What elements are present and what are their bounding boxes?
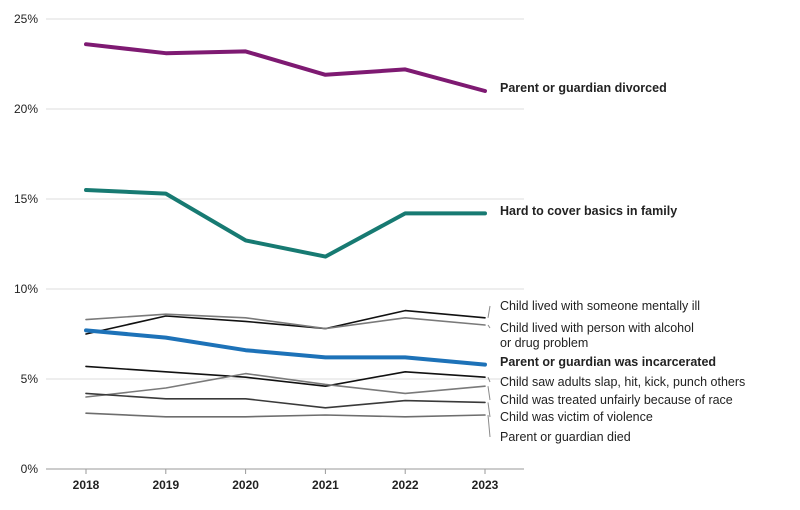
series-line-parent-or-guardian-died — [85, 412, 486, 418]
y-tick-label: 25% — [14, 12, 38, 26]
label-connector — [487, 386, 491, 401]
label-connector — [487, 305, 491, 318]
y-tick-label: 5% — [21, 372, 39, 386]
series-label: Child lived with someone mentally ill — [500, 299, 700, 313]
series-labels: Parent or guardian divorced Hard to cover… — [500, 81, 745, 444]
gridlines — [46, 18, 524, 470]
x-tick-label: 2022 — [392, 478, 419, 492]
series-label: Child was treated unfairly because of ra… — [500, 393, 733, 407]
series-label: Parent or guardian divorced — [500, 81, 667, 95]
series-label: Child saw adults slap, hit, kick, punch … — [500, 375, 745, 389]
series-lines — [84, 42, 487, 418]
series-line-child-was-treated-unfairly-because-of-race — [85, 372, 486, 398]
label-connector — [487, 324, 491, 329]
y-tick-label: 10% — [14, 282, 38, 296]
y-axis: 0% 5% 10% 15% 20% 25% — [14, 12, 38, 476]
series-label: Hard to cover basics in family — [500, 204, 677, 218]
x-tick-label: 2019 — [152, 478, 179, 492]
series-label: Parent or guardian was incarcerated — [500, 355, 716, 369]
y-tick-label: 15% — [14, 192, 38, 206]
series-line-child-saw-adults-slap-hit-kick-punch-others — [85, 365, 486, 388]
x-axis: 2018 2019 2020 2021 2022 2023 — [73, 469, 499, 492]
x-tick-label: 2023 — [472, 478, 499, 492]
series-line-parent-or-guardian-was-incarcerated — [84, 328, 487, 367]
x-tick-label: 2018 — [73, 478, 100, 492]
label-connector — [487, 414, 491, 438]
label-connector — [487, 377, 491, 383]
x-tick-label: 2021 — [312, 478, 339, 492]
series-label: Parent or guardian died — [500, 430, 631, 444]
series-line-hard-to-cover-basics-in-family — [84, 188, 487, 259]
series-line-parent-or-guardian-divorced — [84, 42, 487, 93]
series-line-child-was-victim-of-violence — [85, 392, 486, 409]
series-label: Child was victim of violence — [500, 410, 653, 424]
y-tick-label: 0% — [21, 462, 39, 476]
x-tick-label: 2020 — [232, 478, 259, 492]
label-connectors — [487, 305, 491, 438]
series-line-child-lived-with-someone-mentally-ill — [85, 309, 486, 335]
series-line-child-lived-with-person-with-alcohol-or-drug-problem — [85, 313, 486, 330]
y-tick-label: 20% — [14, 102, 38, 116]
series-label: or drug problem — [500, 336, 588, 350]
label-connector — [487, 402, 491, 418]
series-label: Child lived with person with alcohol — [500, 321, 694, 335]
